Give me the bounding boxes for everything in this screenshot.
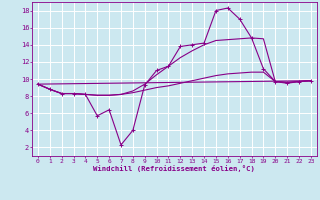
- X-axis label: Windchill (Refroidissement éolien,°C): Windchill (Refroidissement éolien,°C): [93, 165, 255, 172]
